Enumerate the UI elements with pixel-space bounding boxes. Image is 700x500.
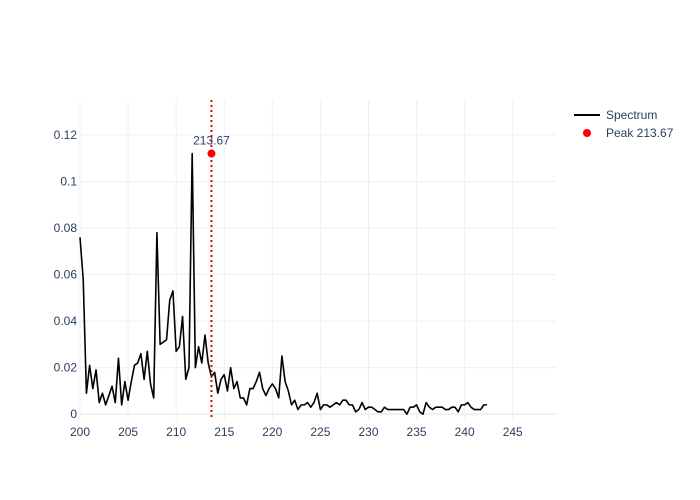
spectrum-line [79, 152, 488, 415]
x-tick-label: 220 [262, 425, 282, 439]
x-tick-label: 205 [118, 425, 138, 439]
x-tick-label: 245 [503, 425, 523, 439]
legend-label-peak: Peak 213.67 [606, 126, 674, 140]
peak-marker[interactable] [207, 149, 216, 158]
x-tick-label: 210 [166, 425, 186, 439]
y-tick-label: 0.1 [60, 174, 77, 188]
x-tick-label: 200 [70, 425, 90, 439]
x-tick-label: 235 [407, 425, 427, 439]
y-tick-label: 0.02 [54, 361, 78, 375]
legend-item-spectrum[interactable]: Spectrum [574, 108, 657, 122]
peak-annotation: 213.67 [193, 134, 230, 148]
annotation-layer: 213.67 [193, 134, 230, 148]
y-tick-label: 0.04 [54, 314, 78, 328]
legend-item-peak[interactable]: Peak 213.67 [583, 126, 674, 140]
x-tick-label: 230 [358, 425, 378, 439]
y-tick-label: 0.12 [54, 128, 78, 142]
y-axis: 0 0.02 0.04 0.06 0.08 0.1 0.12 [54, 128, 78, 421]
x-tick-label: 215 [214, 425, 234, 439]
y-tick-label: 0 [70, 407, 77, 421]
legend-marker-swatch [583, 129, 591, 137]
x-tick-label: 240 [455, 425, 475, 439]
y-tick-label: 0.06 [54, 268, 78, 282]
legend-label-spectrum: Spectrum [606, 108, 657, 122]
legend[interactable]: Spectrum Peak 213.67 [574, 108, 674, 140]
series-layer [79, 152, 488, 415]
peak-marker-layer [207, 149, 216, 158]
x-axis: 200 205 210 215 220 225 230 235 240 245 [70, 425, 523, 439]
y-tick-label: 0.08 [54, 221, 78, 235]
x-tick-label: 225 [310, 425, 330, 439]
